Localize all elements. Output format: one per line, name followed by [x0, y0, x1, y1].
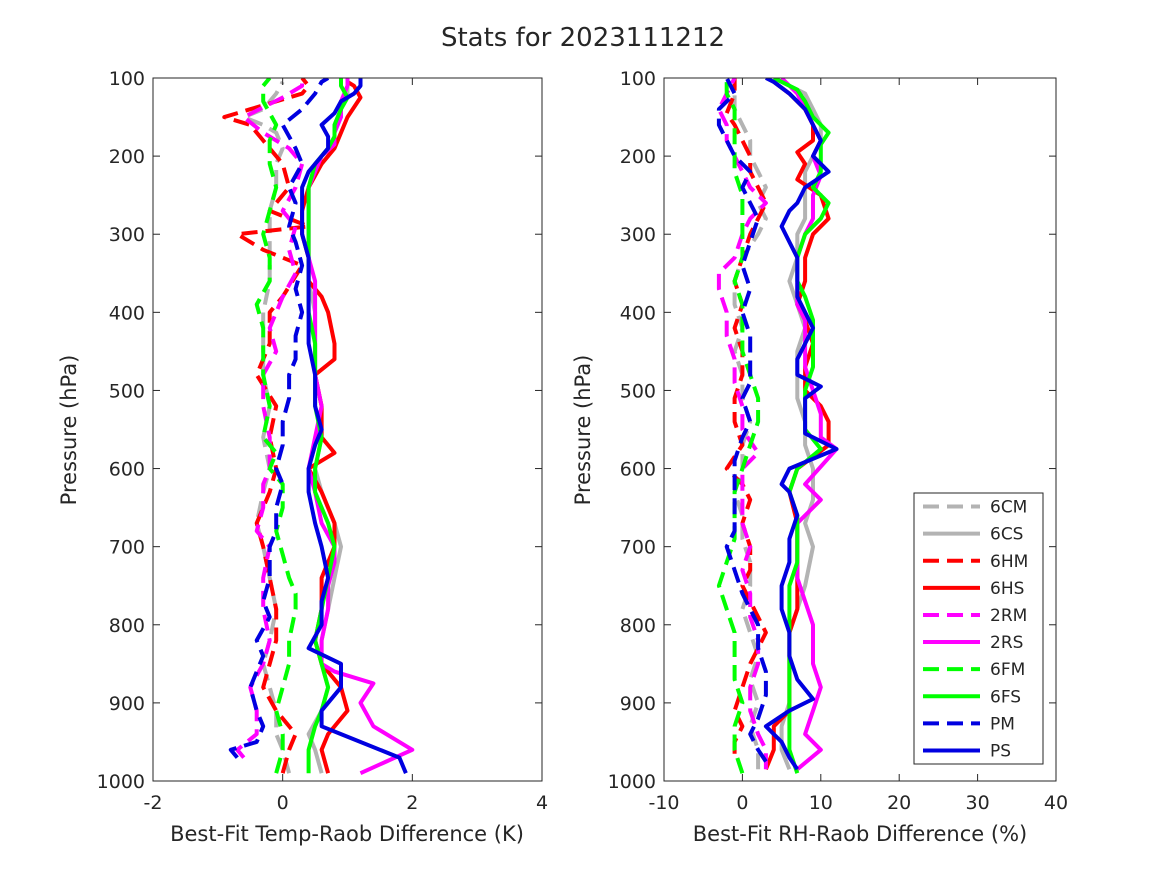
rh-series-ps	[763, 78, 839, 771]
temp-y-tick-label: 500	[109, 380, 145, 402]
rh-y-tick-label: 800	[620, 615, 656, 637]
temp-panel: Best-Fit Temp-Raob Difference (K) Pressu…	[57, 68, 548, 846]
rh-x-tick-label: -10	[648, 792, 679, 814]
rh-x-tick-label: 40	[1044, 792, 1068, 814]
temp-y-tick-label: 200	[109, 146, 145, 168]
rh-y-tick-label: 600	[620, 459, 656, 481]
temp-y-tick-label: 400	[109, 302, 145, 324]
rh-y-tick-label: 100	[620, 68, 656, 90]
rh-x-tick-label: 30	[966, 792, 990, 814]
rh-series-pm	[716, 78, 768, 763]
rh-y-tick-label: 900	[620, 693, 656, 715]
temp-y-tick-label: 800	[109, 615, 145, 637]
temp-y-tick-label: 1000	[97, 771, 145, 793]
legend-box	[913, 492, 1044, 765]
rh-panel: Best-Fit RH-Raob Difference (%) Pressure…	[571, 68, 1068, 846]
temp-x-tick-label: -2	[144, 792, 163, 814]
legend-label-6cs: 6CS	[990, 525, 1023, 545]
rh-y-tick-label: 500	[620, 380, 656, 402]
rh-x-tick-label: 20	[887, 792, 911, 814]
temp-series-6fm	[254, 78, 298, 774]
temp-series-2rm	[235, 78, 305, 759]
legend-label-6cm: 6CM	[990, 498, 1027, 518]
legend-label-6hm: 6HM	[990, 552, 1028, 572]
legend-label-6fs: 6FS	[990, 687, 1021, 707]
temp-y-tick-label: 600	[109, 459, 145, 481]
rh-series-6cm	[732, 78, 768, 770]
temp-y-tick-label: 100	[109, 68, 145, 90]
rh-plot-frame	[663, 77, 1057, 782]
rh-x-tick-label: 10	[809, 792, 833, 814]
legend: 6CM 6CS 6HM 6HS 2RM 2RS 6FM 6FS PM PS	[913, 492, 1044, 765]
temp-x-tick-label: 2	[406, 792, 418, 814]
temp-series-pm	[228, 78, 330, 759]
legend-label-ps: PS	[990, 741, 1011, 761]
chart-title: Stats for 2023111212	[441, 23, 725, 53]
legend-label-6hs: 6HS	[990, 579, 1024, 599]
rh-y-tick-label: 400	[620, 302, 656, 324]
legend-label-2rs: 2RS	[990, 633, 1023, 653]
temp-y-axis-label: Pressure (hPa)	[57, 355, 81, 506]
temp-y-tick-label: 700	[109, 537, 145, 559]
rh-y-tick-label: 300	[620, 224, 656, 246]
temp-series-group	[222, 78, 415, 776]
legend-label-6fm: 6FM	[990, 660, 1025, 680]
rh-x-axis-label: Best-Fit RH-Raob Difference (%)	[693, 822, 1027, 846]
rh-x-tick-label: 0	[736, 792, 748, 814]
rh-y-tick-label: 1000	[608, 771, 656, 793]
rh-y-tick-label: 200	[620, 146, 656, 168]
legend-label-2rm: 2RM	[990, 606, 1027, 626]
temp-plot-frame	[152, 77, 543, 782]
temp-y-tick-label: 300	[109, 224, 145, 246]
temp-series-ps	[300, 78, 408, 774]
rh-y-tick-label: 700	[620, 537, 656, 559]
temp-x-tick-label: 4	[536, 792, 548, 814]
temp-series-6hm	[222, 78, 311, 774]
temp-y-tick-label: 900	[109, 693, 145, 715]
legend-label-pm: PM	[990, 714, 1015, 734]
temp-x-axis-label: Best-Fit Temp-Raob Difference (K)	[170, 822, 524, 846]
rh-series-6fm	[716, 78, 761, 774]
rh-series-group	[716, 78, 839, 774]
rh-y-axis-label: Pressure (hPa)	[571, 355, 595, 506]
temp-x-tick-label: 0	[277, 792, 289, 814]
